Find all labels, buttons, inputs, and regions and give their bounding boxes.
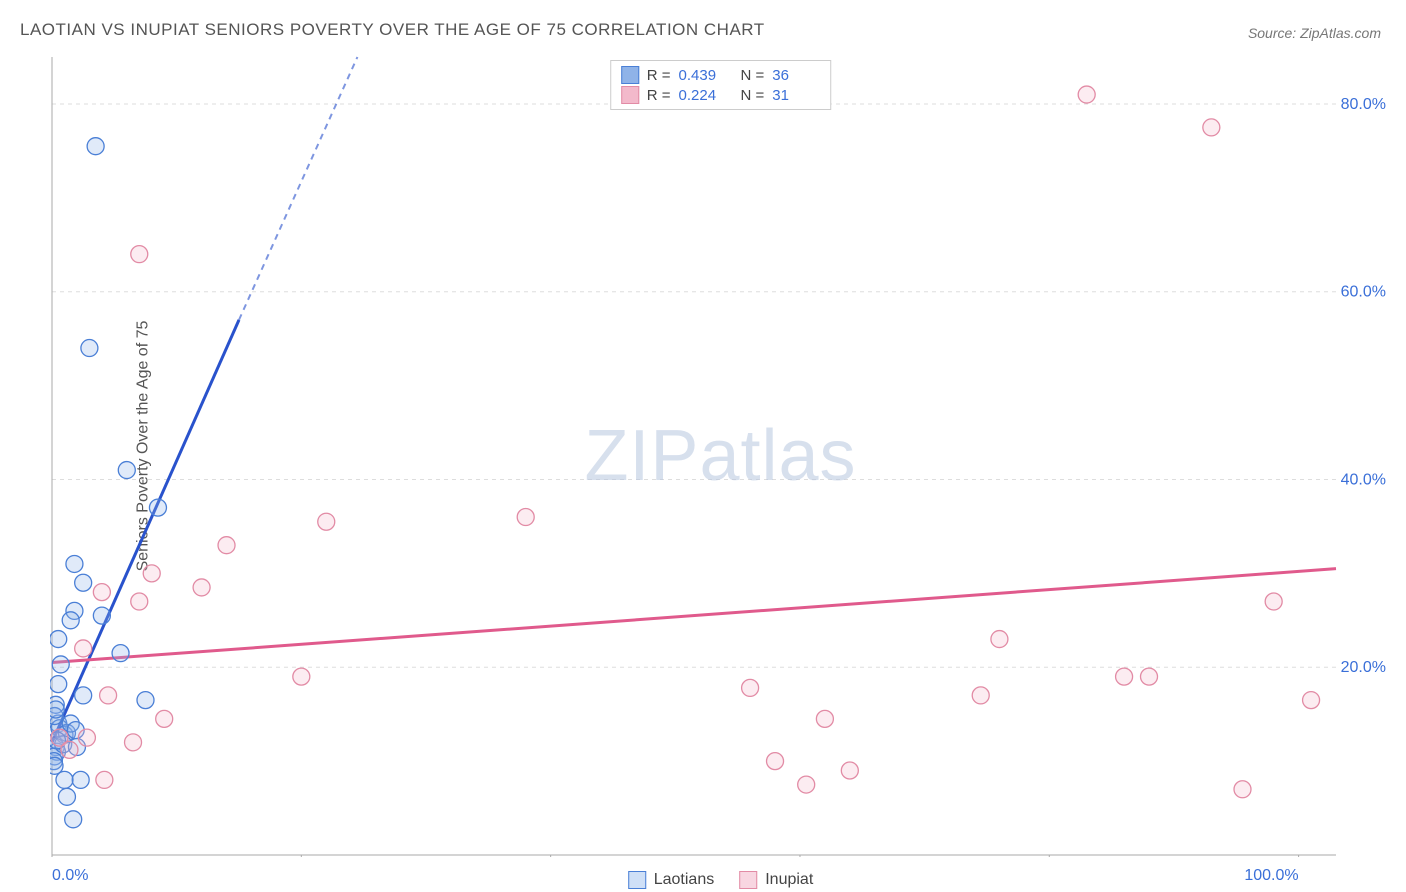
n-label: N = xyxy=(741,67,765,84)
scatter-plot: 20.0% 40.0% 60.0% 80.0% xyxy=(50,55,1391,857)
n-value-laotians: 36 xyxy=(772,67,820,84)
x-tick-label: 100.0% xyxy=(1244,867,1298,885)
legend-label: Laotians xyxy=(654,871,715,889)
correlation-legend: R = 0.439 N = 36 R = 0.224 N = 31 xyxy=(610,60,832,110)
source-attribution: Source: ZipAtlas.com xyxy=(1248,25,1381,41)
n-label: N = xyxy=(741,87,765,104)
x-tick-label: 0.0% xyxy=(52,867,88,885)
svg-text:40.0%: 40.0% xyxy=(1341,471,1386,488)
legend-swatch-inupiat xyxy=(621,86,639,104)
legend-row-inupiat: R = 0.224 N = 31 xyxy=(621,85,821,105)
legend-item-laotians: Laotians xyxy=(628,871,715,889)
legend-swatch-icon xyxy=(739,871,757,889)
chart-area: ZIPatlas R = 0.439 N = 36 R = 0.224 N = … xyxy=(50,55,1391,857)
svg-text:60.0%: 60.0% xyxy=(1341,284,1386,301)
svg-text:80.0%: 80.0% xyxy=(1341,96,1386,113)
r-label: R = xyxy=(647,67,671,84)
svg-text:20.0%: 20.0% xyxy=(1341,659,1386,676)
legend-swatch-laotians xyxy=(621,66,639,84)
legend-row-laotians: R = 0.439 N = 36 xyxy=(621,65,821,85)
r-label: R = xyxy=(647,87,671,104)
legend-swatch-icon xyxy=(628,871,646,889)
legend-label: Inupiat xyxy=(765,871,813,889)
chart-title: LAOTIAN VS INUPIAT SENIORS POVERTY OVER … xyxy=(20,20,765,40)
legend-item-inupiat: Inupiat xyxy=(739,871,813,889)
n-value-inupiat: 31 xyxy=(772,87,820,104)
r-value-laotians: 0.439 xyxy=(679,67,727,84)
series-legend: Laotians Inupiat xyxy=(628,871,814,889)
r-value-inupiat: 0.224 xyxy=(679,87,727,104)
